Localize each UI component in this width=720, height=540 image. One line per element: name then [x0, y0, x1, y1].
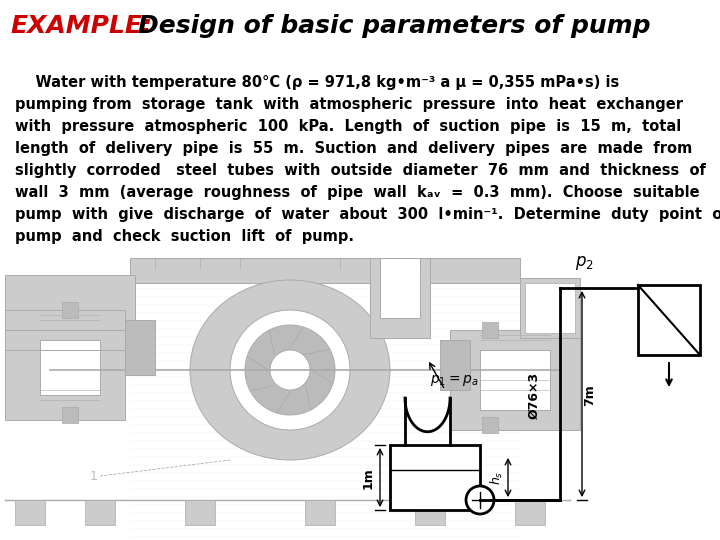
Bar — [62, 302, 78, 318]
Bar — [5, 275, 135, 325]
Bar — [482, 417, 498, 433]
Bar — [380, 258, 420, 318]
Bar — [415, 500, 445, 525]
Text: slightly  corroded   steel  tubes  with  outside  diameter  76  mm  and  thickne: slightly corroded steel tubes with outsi… — [15, 163, 706, 178]
Text: Ø76×3: Ø76×3 — [528, 372, 541, 418]
Text: wall  3  mm  (average  roughness  of  pipe  wall  kₐᵥ  =  0.3  mm).  Choose  sui: wall 3 mm (average roughness of pipe wal… — [15, 185, 700, 200]
Bar — [40, 340, 100, 395]
Text: $h_s$: $h_s$ — [489, 471, 505, 485]
Circle shape — [466, 486, 494, 514]
Bar — [370, 258, 430, 338]
Ellipse shape — [270, 350, 310, 390]
Bar — [520, 278, 580, 338]
Text: $p_1=p_a$: $p_1=p_a$ — [430, 373, 479, 388]
Text: 7m: 7m — [583, 384, 596, 406]
Text: $p_2$: $p_2$ — [575, 254, 594, 272]
Bar — [638, 285, 700, 355]
Text: EXAMPLE:: EXAMPLE: — [10, 14, 152, 38]
Ellipse shape — [245, 325, 335, 415]
Bar — [85, 500, 115, 525]
Bar — [482, 322, 498, 338]
Text: pump  and  check  suction  lift  of  pump.: pump and check suction lift of pump. — [15, 229, 354, 244]
Bar — [440, 340, 470, 390]
Bar — [525, 283, 575, 333]
Bar — [62, 407, 78, 423]
Ellipse shape — [190, 280, 390, 460]
Bar — [515, 500, 545, 525]
Text: 1m: 1m — [361, 467, 374, 489]
Bar — [390, 445, 480, 510]
Bar — [125, 320, 155, 375]
Bar — [185, 500, 215, 525]
Bar — [5, 310, 125, 420]
Text: length  of  delivery  pipe  is  55  m.  Suction  and  delivery  pipes  are  made: length of delivery pipe is 55 m. Suction… — [15, 141, 692, 156]
Bar — [450, 330, 580, 430]
Ellipse shape — [230, 310, 350, 430]
Text: pumping from  storage  tank  with  atmospheric  pressure  into  heat  exchanger: pumping from storage tank with atmospher… — [15, 97, 683, 112]
Text: Water with temperature 80°C (ρ = 971,8 kg•m⁻³ a μ = 0,355 mPa•s) is: Water with temperature 80°C (ρ = 971,8 k… — [15, 75, 619, 90]
Bar — [305, 500, 335, 525]
Bar — [480, 350, 550, 410]
Text: Design of basic parameters of pump: Design of basic parameters of pump — [138, 14, 650, 38]
Bar — [130, 258, 520, 283]
Text: with  pressure  atmospheric  100  kPa.  Length  of  suction  pipe  is  15  m,  t: with pressure atmospheric 100 kPa. Lengt… — [15, 119, 681, 134]
Bar — [15, 500, 45, 525]
Text: 1: 1 — [90, 469, 98, 483]
Text: pump  with  give  discharge  of  water  about  300  l•min⁻¹.  Determine  duty  p: pump with give discharge of water about … — [15, 207, 720, 222]
